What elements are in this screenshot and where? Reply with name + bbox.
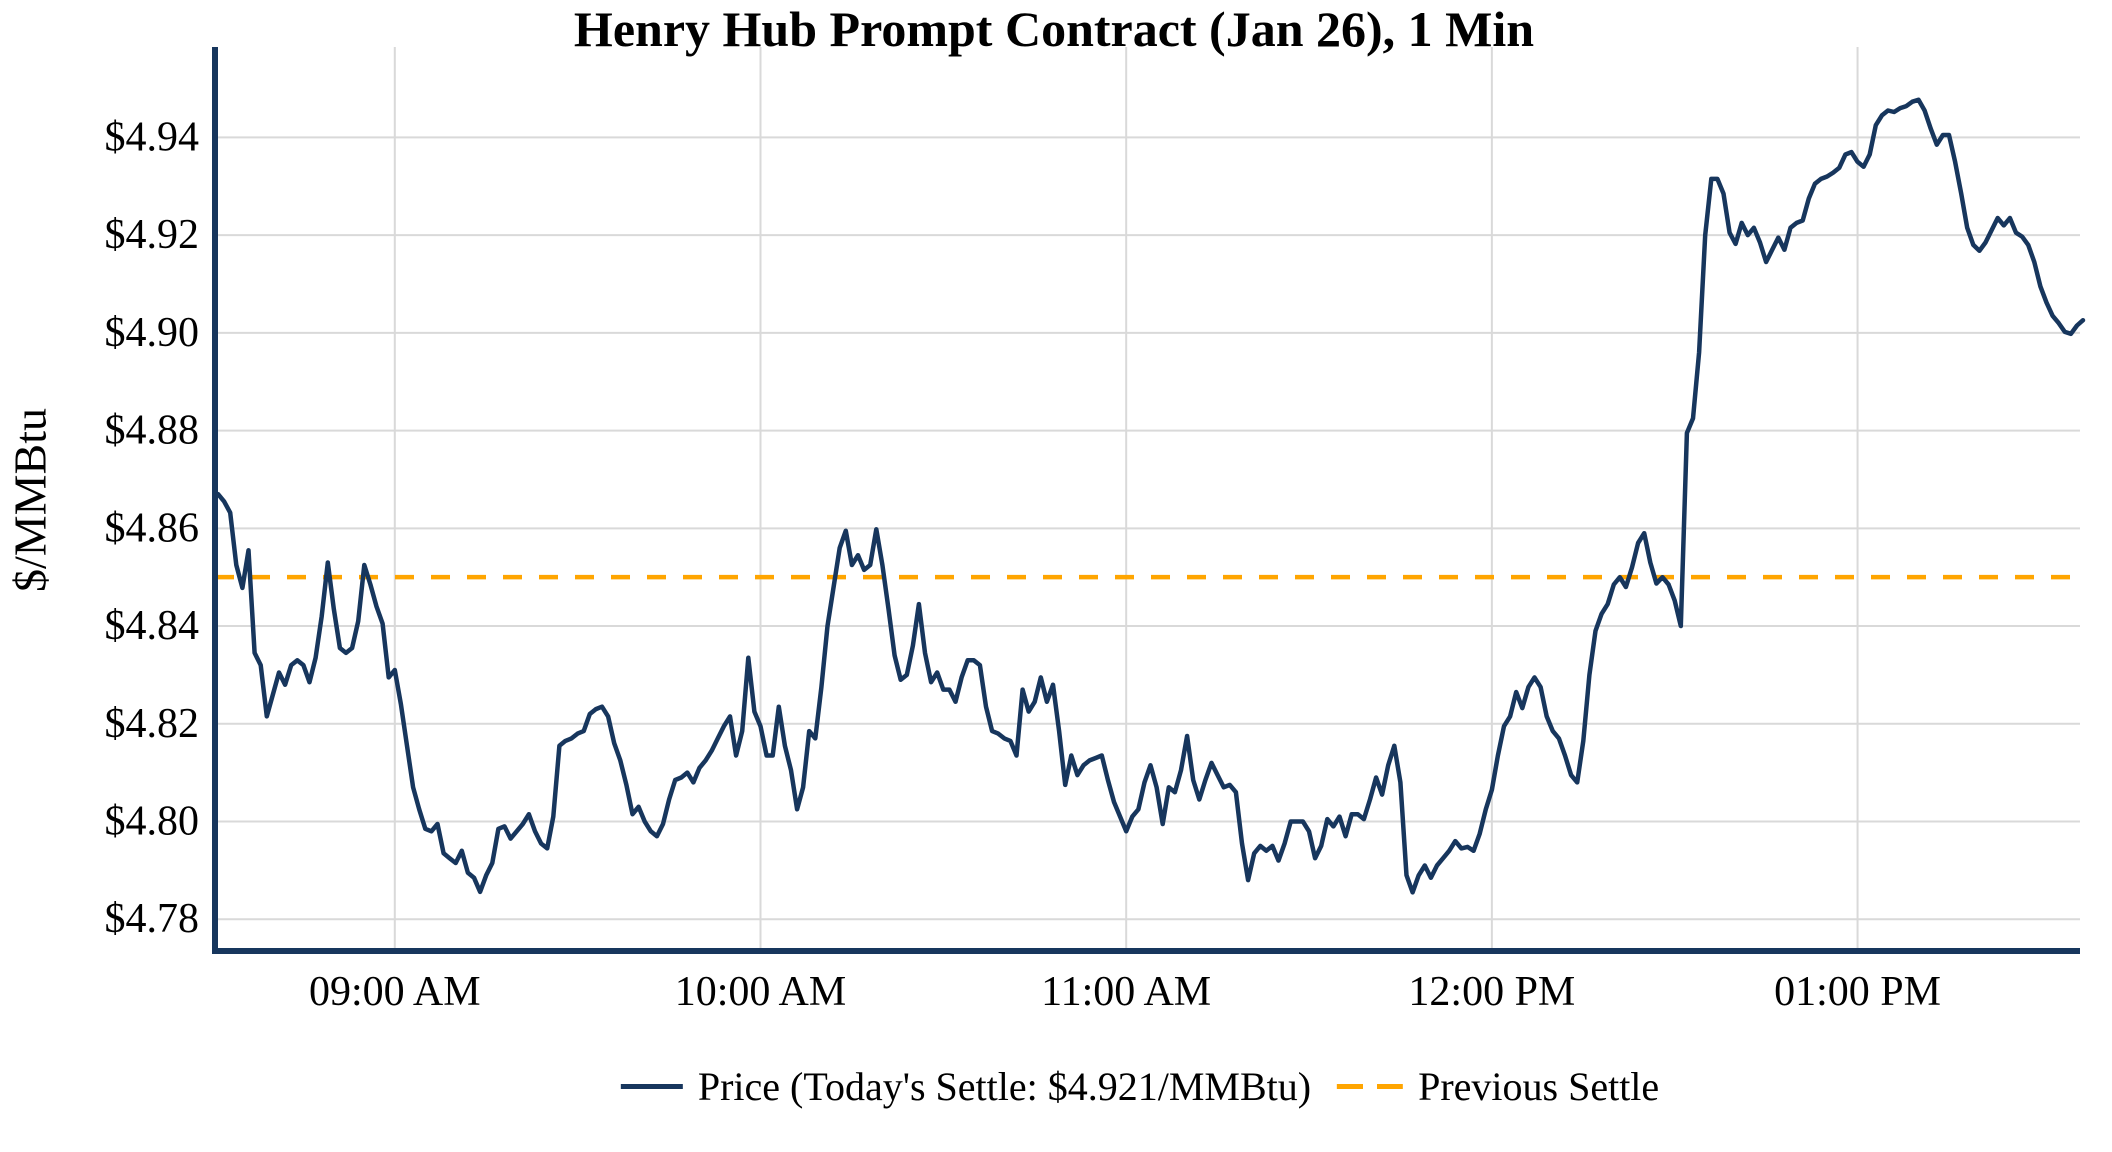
legend: Price (Today's Settle: $4.921/MMBtu) Pre… [620,1062,1660,1110]
price-line [215,97,2086,895]
y-tick-label: $4.86 [105,505,200,551]
y-tick-label: $4.88 [105,408,200,454]
y-tick-label: $4.90 [105,310,200,356]
price-legend-label: Price (Today's Settle: $4.921/MMBtu) [697,1063,1312,1109]
y-tick-label: $4.80 [105,799,200,845]
y-tick-label: $4.92 [105,212,200,258]
x-tick-label: 11:00 AM [1041,969,1211,1015]
x-tick-label: 12:00 PM [1408,969,1575,1015]
x-tick-label: 10:00 AM [675,969,847,1015]
y-tick-label: $4.94 [105,114,200,160]
y-tick-label: $4.84 [105,603,200,649]
price-line-legend-swatch [620,1083,683,1089]
y-tick-label: $4.82 [105,701,200,747]
previous-settle-legend-swatch [1337,1083,1404,1089]
chart-title: Henry Hub Prompt Contract (Jan 26), 1 Mi… [573,1,1535,57]
x-tick-label: 09:00 AM [309,969,481,1015]
y-tick-label: $4.78 [105,896,200,942]
previous-settle-legend-label: Previous Settle [1418,1063,1660,1109]
x-tick-label: 01:00 PM [1774,969,1941,1015]
